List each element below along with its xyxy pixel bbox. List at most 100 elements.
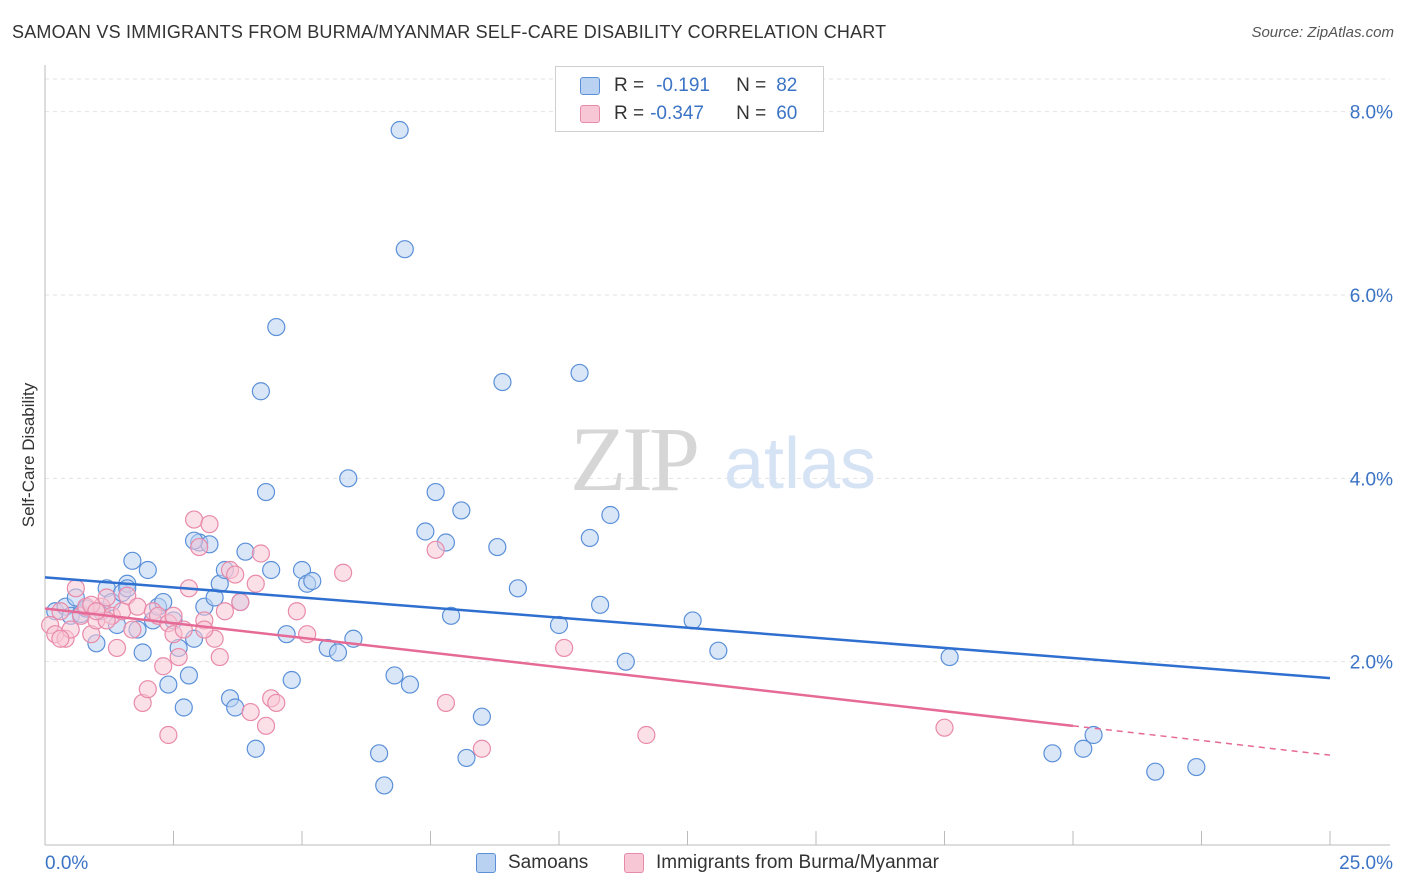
samoans-point xyxy=(1084,725,1103,745)
n-value: 82 xyxy=(776,75,798,96)
samoans-point xyxy=(390,120,409,140)
samoans-point xyxy=(395,240,414,259)
n-label: N = xyxy=(736,75,767,96)
y-tick-label: 2.0% xyxy=(1350,653,1393,674)
burma-point xyxy=(51,629,70,648)
watermark-zip: ZIP xyxy=(570,408,697,510)
samoans-point xyxy=(709,641,728,660)
samoans-point xyxy=(179,666,199,685)
samoans-point xyxy=(138,560,157,580)
samoans-point xyxy=(1187,757,1206,777)
samoans-point xyxy=(580,528,599,548)
samoans-point xyxy=(385,666,404,685)
burma-point xyxy=(215,602,234,621)
burma-point xyxy=(241,702,260,722)
burma-point xyxy=(334,563,353,582)
samoans-point xyxy=(256,482,276,502)
x-tick-label: 0.0% xyxy=(45,853,88,874)
samoans-swatch xyxy=(580,77,600,95)
samoans-legend-swatch xyxy=(476,853,496,873)
samoans-point xyxy=(328,643,348,662)
chart-title: SAMOAN VS IMMIGRANTS FROM BURMA/MYANMAR … xyxy=(12,22,887,42)
r-label: R = xyxy=(614,103,645,124)
samoans-point xyxy=(508,579,527,598)
samoans-point xyxy=(1043,744,1062,763)
burma-point xyxy=(426,540,445,559)
burma-point xyxy=(637,725,656,745)
samoans-point xyxy=(303,571,322,591)
samoans-point xyxy=(493,372,512,392)
samoans-point xyxy=(400,675,420,694)
samoans-point xyxy=(339,469,358,488)
samoans-point xyxy=(375,776,394,795)
legend-item-burma[interactable]: Immigrants from Burma/Myanmar xyxy=(624,852,939,874)
samoans-point xyxy=(251,382,270,401)
samoans-point xyxy=(174,698,193,717)
burma-point xyxy=(123,620,142,639)
series-legend: Samoans Immigrants from Burma/Myanmar xyxy=(0,852,1406,878)
burma-point xyxy=(267,693,286,713)
burma-point xyxy=(107,638,127,658)
samoans-point xyxy=(457,748,476,768)
samoans-point xyxy=(282,670,301,690)
samoans-point xyxy=(472,707,491,726)
samoans-point xyxy=(441,606,461,625)
samoans-point xyxy=(226,698,245,717)
samoans-point xyxy=(133,643,152,662)
r-value: -0.191 xyxy=(656,75,710,96)
samoans-trendline xyxy=(44,576,1331,680)
burma-point xyxy=(184,510,204,529)
burma-trendline-extension xyxy=(1072,725,1331,756)
samoans-point xyxy=(1146,762,1165,781)
burma-point xyxy=(138,680,157,699)
stats-row-samoans: R = -0.191 N = 82 xyxy=(580,73,797,99)
chart-source: Source: ZipAtlas.com xyxy=(1251,24,1394,41)
samoans-point xyxy=(416,522,435,541)
burma-point xyxy=(256,716,276,735)
burma-point xyxy=(287,602,306,621)
burma-point xyxy=(154,657,173,676)
burma-point xyxy=(251,544,270,563)
samoans-point xyxy=(1074,739,1093,758)
samoans-point xyxy=(159,675,178,694)
legend-label: Samoans xyxy=(508,852,589,873)
samoans-point xyxy=(370,744,389,763)
burma-point xyxy=(231,592,250,612)
burma-point xyxy=(128,597,147,616)
samoans-point xyxy=(616,652,635,671)
r-value: -0.347 xyxy=(650,103,704,124)
n-value: 60 xyxy=(776,103,798,124)
samoans-point xyxy=(683,611,702,630)
burma-point xyxy=(200,515,219,534)
y-tick-label: 4.0% xyxy=(1350,469,1393,490)
y-axis-label: Self-Care Disability xyxy=(19,382,38,527)
samoans-point xyxy=(262,560,281,580)
burma-swatch xyxy=(580,105,600,123)
n-label: N = xyxy=(736,103,767,124)
burma-point xyxy=(190,537,209,557)
burma-point xyxy=(87,602,106,621)
samoans-point xyxy=(570,363,589,383)
samoans-point xyxy=(426,482,445,502)
burma-point xyxy=(159,725,178,745)
burma-point xyxy=(555,638,574,658)
burma-point xyxy=(169,647,188,667)
r-label: R = xyxy=(614,75,645,96)
burma-point xyxy=(210,647,229,667)
x-tick-label: 25.0% xyxy=(1339,853,1393,874)
y-tick-label: 6.0% xyxy=(1350,286,1393,307)
samoans-point xyxy=(452,501,471,520)
samoans-point xyxy=(940,647,959,667)
burma-point xyxy=(195,620,214,639)
burma-legend-swatch xyxy=(624,853,644,873)
samoans-point xyxy=(591,595,610,614)
stats-legend: R = -0.191 N = 82 R = -0.347 N = 60 xyxy=(555,66,824,132)
watermark-atlas: atlas xyxy=(724,424,876,504)
samoans-point xyxy=(601,505,620,525)
legend-item-samoans[interactable]: Samoans xyxy=(476,852,588,874)
burma-trendline xyxy=(44,607,1074,728)
burma-point xyxy=(97,588,116,607)
burma-point xyxy=(935,718,954,737)
burma-point xyxy=(436,693,456,713)
burma-point xyxy=(246,574,265,593)
